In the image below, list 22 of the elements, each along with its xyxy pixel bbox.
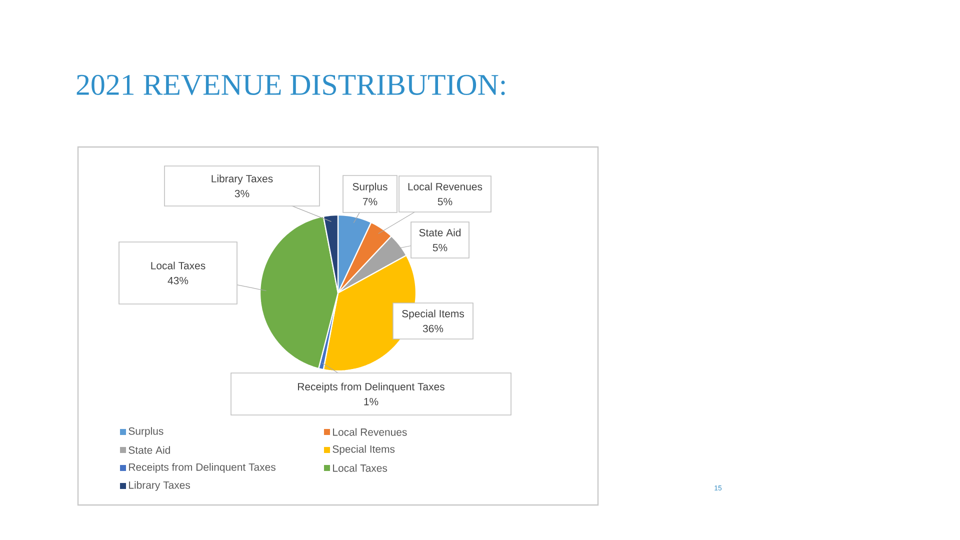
data-label: 1% xyxy=(364,398,378,406)
slice-label: State Aid xyxy=(419,228,461,236)
slice-label: Surplus xyxy=(352,182,388,192)
data-label: 5% xyxy=(432,244,448,252)
chart-title: 2021 REVENUE DISTRIBUTION: xyxy=(76,74,505,96)
legend-label: Surplus xyxy=(128,427,164,437)
slice-label: Receipts from Delinquent Taxes xyxy=(298,382,444,392)
slice-label: Local Taxes xyxy=(151,262,206,270)
legend-label: Local Taxes xyxy=(333,464,388,472)
legend-label: State Aid xyxy=(128,446,170,454)
data-label: 5% xyxy=(438,198,452,206)
slice-label: Special Items xyxy=(402,310,464,320)
slice-label: Library Taxes xyxy=(212,174,273,184)
data-label: 36% xyxy=(422,324,444,332)
legend-label: Receipts from Delinquent Taxes xyxy=(129,463,276,473)
slice-label: Local Revenues xyxy=(408,182,482,190)
legend-label: Special Items xyxy=(332,445,395,455)
legend-label: Local Revenues xyxy=(333,428,407,436)
data-label: 43% xyxy=(168,276,188,284)
legend-label: Library Taxes xyxy=(129,481,190,491)
data-label: 3% xyxy=(234,190,250,198)
data-label: 7% xyxy=(362,198,378,206)
